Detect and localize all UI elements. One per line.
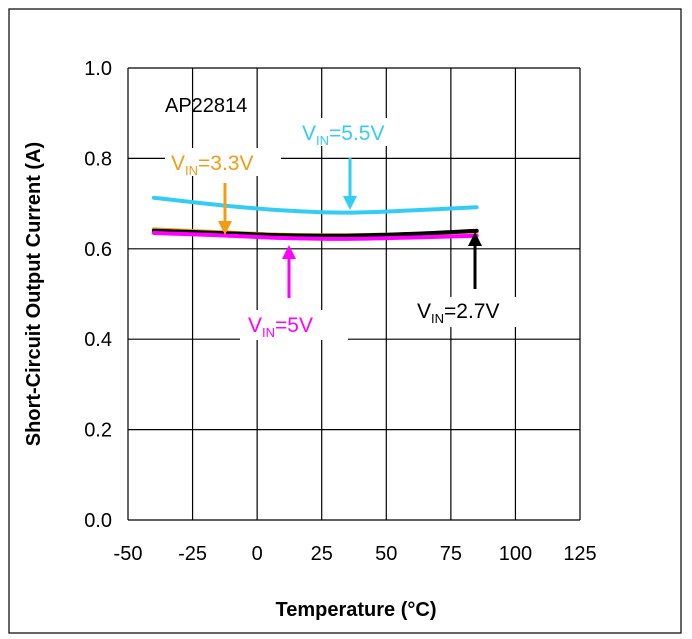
x-tick-label: -25 bbox=[178, 543, 207, 565]
annotation-label-vin-3-3v: VIN=3.3V bbox=[171, 152, 253, 178]
y-tick-label: 0.8 bbox=[84, 148, 112, 170]
y-tick-label: 0.6 bbox=[84, 239, 112, 261]
x-tick-label: 0 bbox=[252, 543, 263, 565]
annotation-label-vin-5-5v: VIN=5.5V bbox=[302, 122, 384, 148]
y-tick-label: 1.0 bbox=[84, 58, 112, 80]
x-axis-title: Temperature (°C) bbox=[276, 599, 437, 621]
y-tick-label: 0.0 bbox=[84, 510, 112, 532]
x-tick-label: -50 bbox=[114, 543, 143, 565]
y-axis-title: Short-Circuit Output Current (A) bbox=[23, 142, 45, 446]
x-tick-label: 50 bbox=[375, 543, 397, 565]
chart-label: AP22814 bbox=[165, 95, 247, 117]
y-tick-label: 0.2 bbox=[84, 420, 112, 442]
x-tick-label: 100 bbox=[499, 543, 532, 565]
x-tick-label: 75 bbox=[440, 543, 462, 565]
x-tick-label: 25 bbox=[311, 543, 333, 565]
annotation-label-vin-2-7v: VIN=2.7V bbox=[417, 300, 499, 326]
annotation-label-vin-5v: VIN=5V bbox=[248, 314, 313, 340]
y-tick-label: 0.4 bbox=[84, 329, 112, 351]
x-tick-label: 125 bbox=[563, 543, 596, 565]
